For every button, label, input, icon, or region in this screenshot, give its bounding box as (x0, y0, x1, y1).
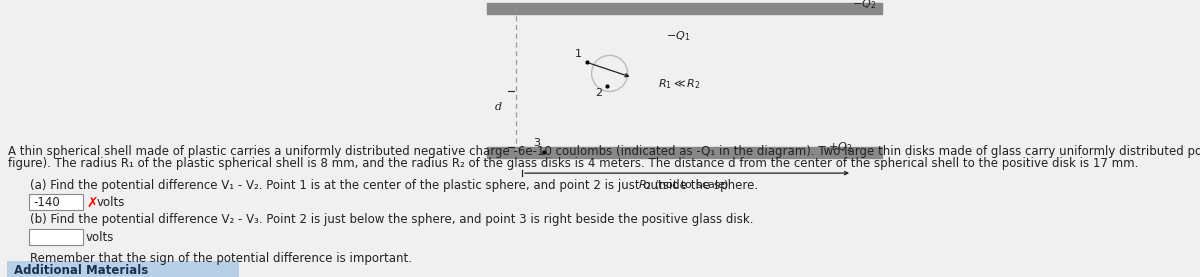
FancyBboxPatch shape (7, 261, 239, 277)
Text: $-Q_2$: $-Q_2$ (852, 0, 876, 11)
Text: $+Q_2$: $+Q_2$ (828, 140, 852, 154)
Text: volts: volts (97, 196, 125, 209)
Text: 3: 3 (534, 137, 541, 148)
Text: (a) Find the potential difference V₁ - V₂. Point 1 is at the center of the plast: (a) Find the potential difference V₁ - V… (30, 179, 758, 192)
Text: ✗: ✗ (86, 195, 97, 209)
FancyBboxPatch shape (29, 194, 83, 211)
Text: (b) Find the potential difference V₂ - V₃. Point 2 is just below the sphere, and: (b) Find the potential difference V₂ - V… (30, 213, 754, 226)
Text: figure). The radius R₁ of the plastic spherical shell is 8 mm, and the radius R₂: figure). The radius R₁ of the plastic sp… (8, 157, 1139, 170)
Text: volts: volts (86, 231, 114, 244)
FancyBboxPatch shape (29, 229, 83, 245)
Text: A thin spherical shell made of plastic carries a uniformly distributed negative : A thin spherical shell made of plastic c… (8, 145, 1200, 158)
Text: $R_2$ (not to scale): $R_2$ (not to scale) (638, 179, 730, 192)
Text: Remember that the sign of the potential difference is important.: Remember that the sign of the potential … (30, 252, 412, 265)
Text: -140: -140 (34, 196, 60, 209)
Text: $R_1 \ll R_2$: $R_1 \ll R_2$ (658, 77, 701, 91)
Text: 2: 2 (595, 88, 602, 98)
Text: d: d (496, 102, 503, 112)
Text: 1: 1 (575, 49, 582, 59)
Text: Additional Materials: Additional Materials (14, 264, 149, 277)
Text: $-Q_1$: $-Q_1$ (666, 29, 690, 43)
